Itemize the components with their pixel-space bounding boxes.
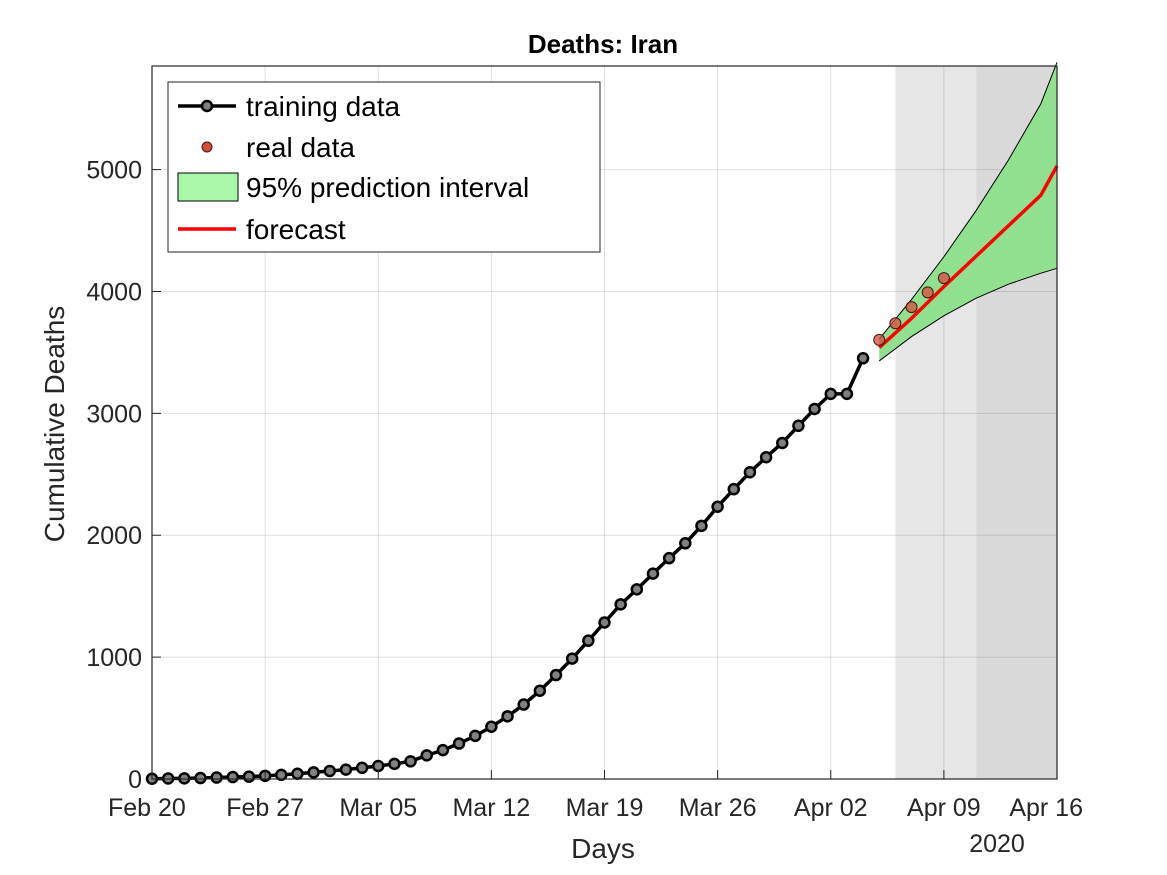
legend-label-interval: 95% prediction interval	[246, 172, 529, 203]
interval-lower-edge	[878, 267, 1058, 362]
training-data-point	[339, 763, 353, 776]
legend-training-marker	[200, 99, 214, 113]
training-data-point	[291, 767, 304, 781]
gridlines	[151, 66, 1058, 780]
forecast-line	[878, 165, 1059, 349]
x-tick-label: Apr 02	[794, 794, 868, 822]
x-axis-ticks: Feb 20 Feb 27 Mar 05 Mar 12 Mar 19 Mar 26 Apr …	[108, 770, 1083, 822]
training-data-point	[194, 771, 207, 785]
training-data-point	[646, 567, 660, 580]
training-data-point	[355, 761, 369, 775]
training-data-point	[242, 770, 256, 783]
x-tick-label: Mar 12	[452, 794, 530, 822]
legend-label-forecast: forecast	[246, 214, 346, 245]
legend-label-real: real data	[246, 132, 355, 163]
training-data-point	[759, 450, 773, 464]
training-data-point	[420, 749, 433, 762]
training-data-point	[727, 482, 741, 496]
x-tick-label: Apr 09	[907, 794, 981, 822]
real-data-point	[921, 286, 934, 299]
training-data-point	[856, 352, 870, 365]
y-tick-label: 3000	[86, 400, 142, 428]
training-data-point	[323, 764, 337, 778]
legend-real-marker	[201, 141, 213, 153]
legend: training data real data 95% prediction i…	[167, 81, 601, 253]
training-data-point	[711, 500, 724, 513]
real-data-point	[889, 317, 902, 330]
real-data-point	[905, 301, 918, 314]
training-data-point	[614, 598, 627, 611]
x-tick-label: Feb 20	[108, 794, 186, 822]
training-data-point	[533, 684, 547, 698]
training-data-point	[792, 419, 805, 433]
training-data-point	[372, 759, 385, 773]
training-data-point	[549, 668, 563, 682]
training-data-point	[598, 616, 611, 629]
y-tick-label: 0	[128, 766, 142, 794]
x-tick-label: Mar 26	[679, 794, 757, 822]
series-layer	[145, 165, 1059, 786]
training-data-point	[404, 755, 417, 768]
y-tick-label: 4000	[86, 278, 142, 306]
training-data-point	[468, 729, 482, 743]
training-data-point	[840, 387, 854, 401]
y-axis-label: Cumulative Deaths	[39, 306, 70, 543]
real-data-point	[937, 272, 950, 285]
training-data-point	[743, 465, 757, 479]
y-axis-ticks: 0 1000 2000 3000 4000 5000	[86, 157, 161, 794]
training-data-point	[662, 551, 676, 565]
x-tick-label: Feb 27	[226, 794, 304, 822]
training-data-point	[501, 710, 514, 723]
training-data-point	[210, 771, 223, 784]
training-data-point	[485, 720, 498, 733]
chart-title: Deaths: Iran	[528, 29, 678, 59]
y-tick-label: 5000	[86, 157, 142, 185]
prediction-interval	[878, 62, 1058, 362]
y-tick-label: 2000	[86, 522, 142, 550]
training-data-point	[436, 743, 450, 757]
training-data-point	[808, 402, 821, 416]
legend-interval-swatch	[177, 172, 239, 202]
training-data-point	[582, 634, 595, 647]
training-data-point	[452, 737, 466, 750]
x-axis-year-label: 2020	[969, 830, 1025, 858]
interval-upper-edge	[878, 62, 1058, 340]
x-axis-label: Days	[571, 833, 635, 864]
x-tick-label: Apr 16	[1009, 794, 1083, 822]
training-data-point	[226, 770, 240, 784]
x-tick-label: Mar 05	[339, 794, 417, 822]
training-data-point	[178, 772, 191, 785]
training-data-point	[695, 519, 708, 533]
y-tick-label: 1000	[86, 644, 142, 672]
shaded-region-0	[895, 66, 977, 779]
real-data-point	[873, 333, 886, 346]
training-data-point	[776, 436, 789, 450]
training-data-point	[679, 537, 692, 550]
training-data-point	[824, 387, 837, 401]
legend-label-training: training data	[246, 91, 401, 122]
training-data-point	[517, 698, 530, 711]
training-data-point	[565, 652, 579, 665]
training-data-point	[307, 766, 320, 779]
training-data-point	[388, 757, 401, 771]
training-data-point	[630, 583, 644, 596]
interval-band	[879, 62, 1057, 361]
x-tick-label: Mar 19	[566, 794, 644, 822]
training-data-point	[275, 768, 288, 782]
legend-box	[167, 81, 601, 253]
